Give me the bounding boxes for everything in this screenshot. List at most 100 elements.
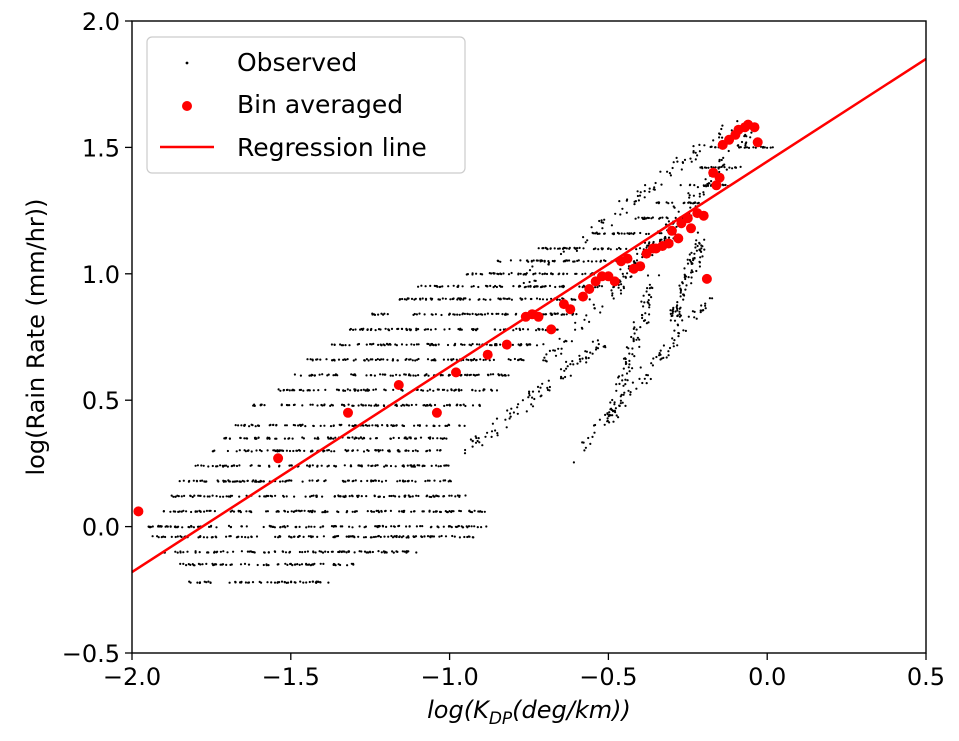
observed-point (477, 510, 480, 513)
observed-point (517, 403, 520, 406)
observed-point (344, 344, 347, 347)
observed-point (645, 322, 649, 325)
observed-point (248, 510, 251, 513)
observed-point (351, 510, 354, 513)
observed-point (344, 448, 347, 452)
observed-point (238, 449, 241, 452)
observed-point (437, 388, 440, 391)
observed-point (308, 374, 311, 377)
observed-point (346, 358, 349, 361)
observed-point (379, 328, 382, 331)
observed-point (388, 494, 391, 498)
observed-point (617, 286, 620, 289)
observed-point (745, 141, 748, 144)
observed-point (450, 494, 453, 497)
observed-point (382, 358, 385, 361)
observed-point (225, 563, 228, 567)
observed-point (711, 297, 714, 300)
observed-point (310, 494, 313, 498)
bin-averaged-point (578, 291, 588, 302)
x-tick-label: −2.0 (103, 663, 161, 691)
observed-point (698, 241, 701, 244)
observed-point (553, 312, 556, 315)
observed-point (594, 348, 598, 351)
observed-point (476, 526, 479, 529)
observed-point (415, 525, 418, 528)
observed-point (674, 310, 677, 313)
observed-point (347, 550, 350, 554)
observed-point (407, 480, 410, 483)
observed-point (609, 408, 612, 411)
observed-point (424, 285, 427, 288)
observed-point (474, 441, 478, 444)
observed-point (381, 524, 384, 528)
observed-point (226, 551, 229, 554)
observed-point (321, 551, 325, 554)
observed-point (326, 449, 329, 452)
observed-point (376, 425, 379, 428)
observed-point (443, 328, 446, 331)
observed-point (267, 494, 270, 498)
observed-point (213, 550, 216, 553)
observed-point (182, 551, 185, 554)
observed-point (402, 424, 406, 428)
observed-point (651, 254, 654, 257)
observed-point (642, 305, 645, 308)
observed-point (312, 494, 315, 497)
observed-point (489, 344, 492, 347)
observed-point (375, 509, 378, 512)
observed-point (723, 166, 726, 169)
observed-point (585, 350, 589, 353)
observed-point (191, 495, 194, 499)
observed-point (299, 374, 302, 377)
observed-point (481, 444, 484, 447)
observed-point (629, 393, 632, 396)
observed-point (223, 480, 226, 483)
observed-point (199, 494, 202, 497)
observed-point (639, 231, 642, 235)
observed-point (207, 580, 210, 583)
observed-point (629, 275, 632, 279)
observed-point (284, 480, 287, 483)
observed-point (639, 366, 642, 369)
observed-point (308, 465, 311, 468)
observed-point (464, 494, 467, 497)
observed-point (365, 495, 368, 498)
observed-point (228, 581, 231, 584)
legend-bin-averaged-marker (182, 101, 192, 111)
observed-point (414, 437, 417, 440)
observed-point (469, 438, 472, 441)
observed-point (201, 563, 204, 566)
observed-point (437, 465, 440, 468)
observed-point (321, 525, 324, 528)
observed-point (176, 551, 179, 554)
observed-point (389, 437, 392, 440)
observed-point (615, 389, 618, 392)
observed-point (263, 551, 266, 554)
observed-point (606, 417, 609, 420)
observed-point (441, 437, 444, 440)
observed-point (381, 373, 384, 376)
observed-point (248, 550, 251, 553)
observed-point (437, 526, 440, 529)
observed-point (400, 510, 403, 513)
observed-point (523, 286, 526, 289)
observed-point (500, 273, 503, 276)
observed-point (584, 241, 587, 244)
observed-point (477, 373, 480, 376)
observed-point (499, 328, 502, 331)
observed-point (603, 218, 606, 221)
observed-point (565, 360, 568, 363)
observed-point (480, 526, 483, 529)
observed-point (403, 373, 406, 376)
observed-point (563, 340, 566, 343)
observed-point (619, 247, 622, 251)
bin-averaged-point (393, 380, 404, 390)
observed-point (472, 328, 475, 331)
observed-point (239, 581, 242, 584)
observed-point (671, 314, 674, 317)
observed-point (222, 550, 225, 553)
observed-point (406, 464, 409, 467)
observed-point (285, 495, 288, 498)
observed-point (496, 259, 499, 262)
